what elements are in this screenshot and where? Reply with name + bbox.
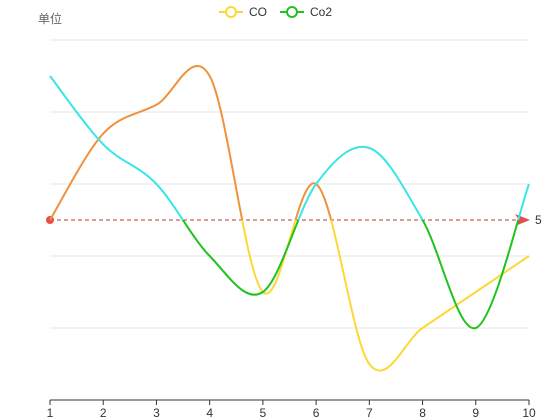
series-line-co-below bbox=[50, 220, 530, 372]
series-group bbox=[49, 65, 530, 372]
x-tick-label: 3 bbox=[153, 406, 160, 420]
x-tick-label: 10 bbox=[522, 406, 536, 420]
legend-co2-marker bbox=[286, 6, 298, 18]
x-tick-label: 8 bbox=[419, 406, 426, 420]
legend-co-marker bbox=[225, 6, 237, 18]
x-axis: 1 2 3 4 5 6 7 8 9 10 bbox=[47, 399, 536, 420]
legend[interactable]: CO Co2 bbox=[219, 5, 332, 19]
x-tick-label: 9 bbox=[472, 406, 479, 420]
x-tick-label: 7 bbox=[366, 406, 373, 420]
legend-co-label: CO bbox=[249, 5, 267, 19]
x-tick-label: 1 bbox=[47, 406, 54, 420]
series-line-co2-below bbox=[181, 220, 520, 330]
x-tick-label: 4 bbox=[206, 406, 213, 420]
x-tick-label: 2 bbox=[100, 406, 107, 420]
x-tick-label: 5 bbox=[260, 406, 267, 420]
y-axis-label: 单位 bbox=[38, 11, 62, 26]
grid-lines bbox=[50, 39, 529, 329]
x-tick-label: 6 bbox=[313, 406, 320, 420]
legend-item-co2[interactable]: Co2 bbox=[280, 5, 332, 19]
series-line-co2-above bbox=[49, 75, 530, 220]
legend-item-co[interactable]: CO bbox=[219, 5, 267, 19]
threshold-label: 5 bbox=[535, 213, 542, 227]
series-line-co-above bbox=[49, 65, 333, 220]
legend-co2-label: Co2 bbox=[310, 5, 332, 19]
